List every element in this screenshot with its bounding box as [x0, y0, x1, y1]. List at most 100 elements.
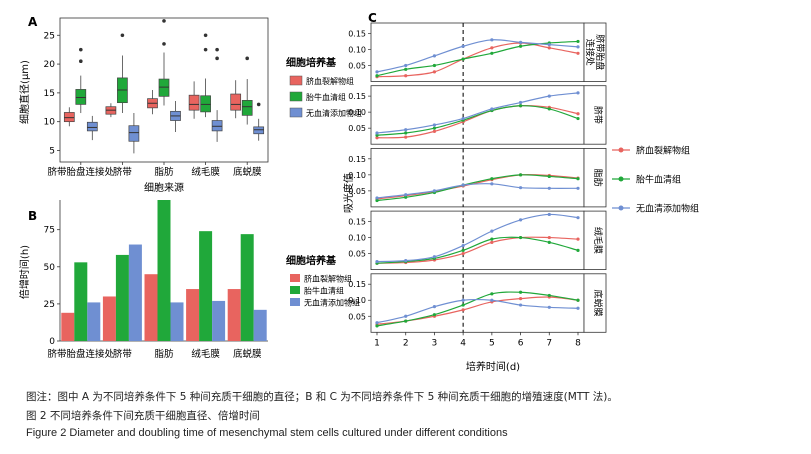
series-point — [432, 255, 437, 259]
series-point — [576, 51, 580, 55]
series-point — [404, 193, 408, 197]
panel-b-xtick-label: 脐带胎盘连接处 — [48, 348, 115, 360]
facet-label-line: 脐带胎盘 — [594, 34, 606, 70]
legend-dot — [618, 205, 624, 211]
series-point — [547, 240, 551, 244]
legend-label: 无血清添加物组 — [304, 298, 360, 308]
facet-ytick-label: 0.10 — [348, 108, 366, 117]
box — [128, 125, 140, 142]
box — [200, 95, 211, 113]
series-point — [461, 183, 465, 187]
panel-b-ytick-label: 50 — [44, 263, 56, 273]
panel-a-xtick-label: 脐带 — [113, 166, 133, 178]
legend-label: 无血清添加物组 — [306, 108, 362, 118]
series-point — [404, 135, 408, 139]
series-point — [461, 308, 465, 312]
bar — [87, 302, 101, 341]
series-point — [547, 235, 551, 240]
panel-c-xlabel: 培养时间(d) — [466, 360, 520, 373]
series-point — [576, 216, 580, 220]
bar — [144, 274, 158, 341]
series-point — [490, 298, 494, 302]
series-point — [547, 293, 551, 298]
figure-note: 图注：图中 A 为不同培养条件下 5 种间充质干细胞的直径；B 和 C 为不同培… — [26, 391, 618, 403]
series-line — [376, 104, 579, 139]
box — [253, 126, 265, 135]
series-point — [461, 303, 465, 307]
panel-c-xtick-label: 4 — [460, 338, 466, 348]
panel-b-xtick-label: 脂肪 — [154, 348, 174, 360]
legend-dot — [618, 147, 624, 153]
panel-b-bars — [61, 200, 267, 341]
legend-label: 脐血裂解物组 — [636, 145, 690, 157]
bar — [253, 309, 267, 341]
series-point — [404, 195, 408, 199]
series-line — [376, 173, 579, 200]
facet-ytick-label: 0.15 — [348, 218, 366, 227]
series-point — [404, 74, 408, 78]
legend-label: 胎牛血清组 — [306, 92, 346, 102]
panel-c-ylabel: 吸光度值 — [342, 173, 355, 213]
series-point — [404, 131, 408, 135]
bar — [102, 296, 116, 341]
box-outlier — [215, 56, 219, 61]
facet-label: 脂肪 — [592, 169, 604, 187]
series-point — [547, 305, 551, 309]
series-point — [518, 218, 523, 222]
series-point — [576, 116, 580, 121]
panel-c-xtick-label: 2 — [403, 338, 409, 348]
figure-title-en: Figure 2 Diameter and doubling time of m… — [26, 427, 508, 439]
legend-swatch — [289, 75, 303, 86]
series-line — [376, 236, 579, 264]
series-point — [375, 74, 379, 78]
series-point — [547, 212, 551, 217]
panel-c-xtick-label: 8 — [575, 338, 581, 348]
panel-a-xtick-label: 脂肪 — [154, 166, 174, 178]
facet-ytick-label: 0.15 — [348, 280, 366, 289]
series-point — [404, 128, 408, 132]
panel-a-ytick-label: 10 — [44, 118, 56, 128]
panel-c-facets: 脐带胎盘连接处 0.05 0.10 0.15 脐带 0.05 0.10 0.15 脂肪 0.05 0… — [348, 22, 607, 348]
panel-b-xtick-label: 脐带 — [113, 348, 133, 360]
box-outlier — [120, 33, 125, 38]
panel-a-xtick-label: 底蜕膜 — [233, 166, 262, 178]
series-line — [376, 92, 579, 134]
series-point — [432, 129, 437, 133]
series-line — [376, 183, 579, 199]
bar — [199, 231, 213, 341]
series-point — [518, 297, 523, 301]
series-point — [490, 229, 494, 233]
series-point — [576, 112, 580, 116]
series-point — [404, 259, 408, 263]
bar — [186, 289, 200, 341]
legend-swatch — [289, 107, 303, 118]
panel-c-facet: 脐带 0.05 0.10 0.15 — [348, 85, 607, 145]
box — [158, 78, 170, 97]
series-point — [432, 54, 437, 58]
bar — [170, 302, 184, 341]
facet-ytick-label: 0.10 — [348, 234, 366, 243]
series-point — [461, 248, 465, 252]
series-point — [461, 298, 465, 302]
series-line — [376, 291, 579, 327]
legend-swatch — [290, 286, 300, 294]
box — [241, 100, 253, 116]
series-point — [432, 126, 437, 130]
series-point — [490, 46, 494, 50]
series-point — [547, 186, 551, 190]
series-point — [490, 292, 494, 296]
facet-ytick-label: 0.10 — [348, 171, 366, 180]
legend-label: 脐血裂解物组 — [304, 274, 352, 284]
series-point — [432, 70, 437, 74]
series-line — [376, 213, 579, 263]
panel-b-ylabel: 倍增时间(h) — [18, 245, 31, 299]
facet-label: 底蜕膜 — [592, 290, 604, 317]
series-point — [375, 133, 379, 137]
panel-c-label: C — [368, 11, 377, 25]
facet-strip — [583, 210, 607, 271]
series-point — [576, 306, 580, 310]
facet-label: 脐带 — [592, 106, 604, 124]
